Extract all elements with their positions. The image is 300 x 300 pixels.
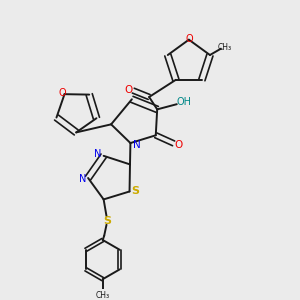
- Text: CH₃: CH₃: [218, 43, 232, 52]
- Text: S: S: [103, 216, 111, 226]
- Text: N: N: [94, 149, 102, 159]
- Text: CH₃: CH₃: [96, 291, 110, 300]
- Text: O: O: [175, 140, 183, 150]
- Text: O: O: [124, 85, 132, 94]
- Text: S: S: [131, 186, 139, 196]
- Text: OH: OH: [176, 98, 191, 107]
- Text: O: O: [58, 88, 66, 98]
- Text: N: N: [79, 175, 86, 184]
- Text: N: N: [133, 140, 140, 149]
- Text: O: O: [186, 34, 194, 44]
